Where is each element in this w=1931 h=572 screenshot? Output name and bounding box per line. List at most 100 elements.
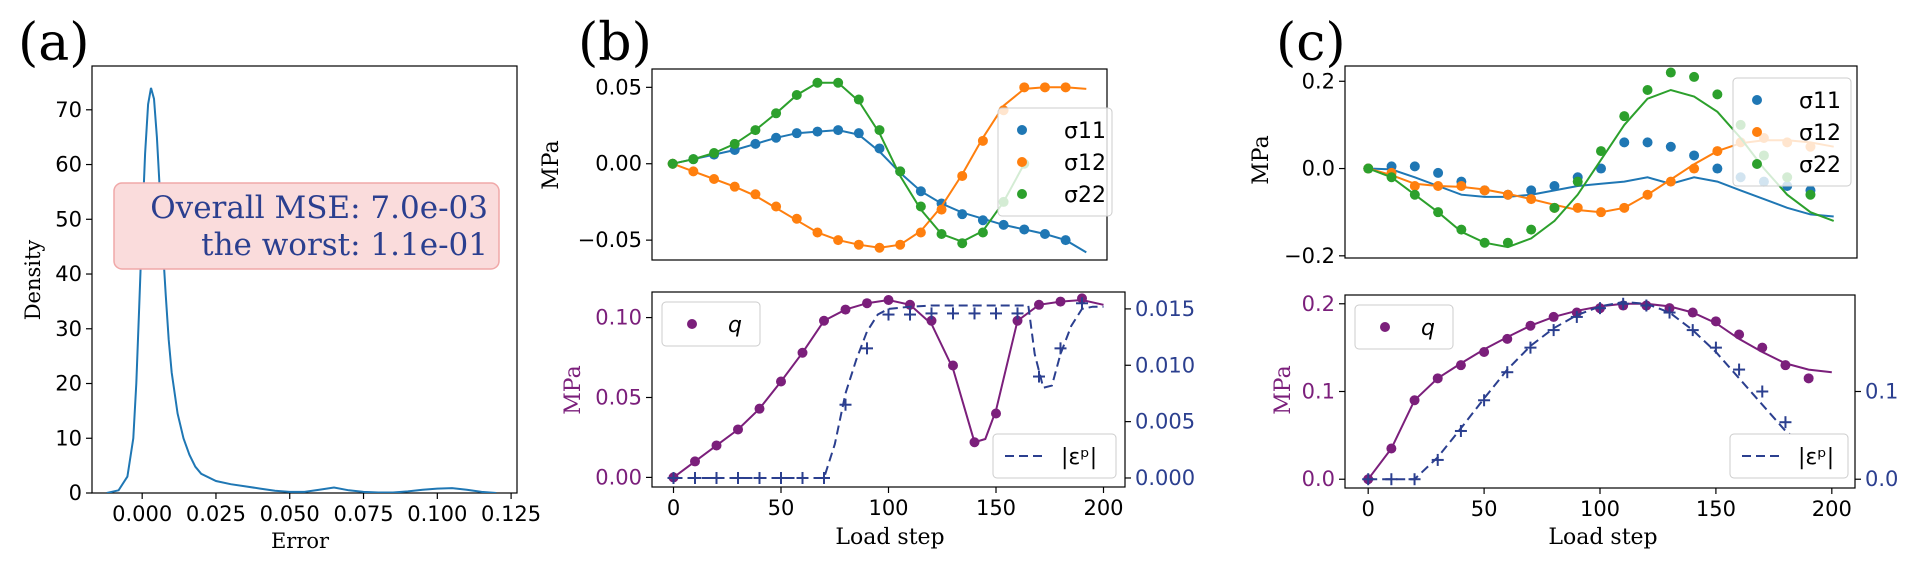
panel-c-bottom-x-tick-label-2: 100 — [1580, 497, 1620, 521]
panel-a-series — [106, 87, 497, 493]
panel-c-bottom-ep-point-5 — [1478, 394, 1491, 407]
panel-b-bottom-x-ticks: 0 50 100 150 200 — [667, 487, 1124, 520]
panel-c-bottom-q-point-17 — [1757, 342, 1768, 353]
panel-b-bottom-q-point-6 — [797, 347, 808, 358]
panel-c-top-σ12-point-15 — [1712, 146, 1723, 157]
panel-b-bottom-x-tick-label-2: 100 — [868, 496, 908, 520]
panel-b-bottom-ep-point-1 — [689, 471, 701, 484]
panel-a-y-tick-label-6: 60 — [55, 153, 82, 177]
panel-b-top-σ12-point-15 — [977, 135, 988, 146]
panel-b-top-σ22-point-8 — [833, 77, 844, 88]
panel-b-bottom-q-point-2 — [711, 440, 722, 451]
panel-b-bottom-ep-point-4 — [753, 471, 766, 484]
panel-a-y-tick-label-0: 0 — [69, 481, 82, 505]
panel-a-y-tick-label-2: 20 — [55, 372, 82, 396]
panel-c-bottom-q-point-14 — [1687, 307, 1698, 318]
panel-b-bottom-q-point-3 — [733, 424, 743, 435]
panel-b-top-σ12-point-8 — [833, 235, 844, 246]
panel-c-top-y-tick-label-1: 0.0 — [1302, 157, 1335, 181]
panel-b-top-σ22-point-7 — [812, 77, 823, 88]
panel-c-top-σ22-point-8 — [1549, 202, 1560, 213]
panel-a-x-ticks: 0.000 0.025 0.050 0.075 0.100 0.125 — [112, 493, 541, 526]
panel-b-bottom-ylabel: MPa — [561, 365, 586, 414]
panel-b-xlabel: Load step — [835, 525, 944, 550]
panel-b-bottom-q-point-18 — [1055, 296, 1066, 307]
panel-c-top-legend-2-marker — [1752, 159, 1762, 169]
panel-c-top-ylabel: MPa — [1249, 135, 1274, 184]
panel-c-bottom-ep-point-0 — [1362, 473, 1375, 486]
panel-b-bottom-x-tick-label-4: 200 — [1083, 496, 1123, 520]
panel-b-bottom-q-point-5 — [776, 376, 786, 387]
panel-c-bottom-q-plot: 0.0 0.1 0.2 0.0 0.1 0 50 100 150 200 q |εᵖ| Load… — [1271, 292, 1898, 550]
panel-b-top-σ12-point-14 — [957, 170, 968, 181]
panel-c-top-σ12-point-14 — [1689, 163, 1700, 174]
panel-c-top-σ11-point-15 — [1712, 163, 1723, 174]
panel-c-top-σ22-point-15 — [1712, 89, 1723, 100]
panel-b-bottom-ep-point-11 — [904, 308, 916, 321]
panel-c-top-σ12-point-2 — [1409, 181, 1420, 191]
panel-b-bottom-ep-point-10 — [882, 308, 895, 321]
panel-b-top-y-tick-label-2: 0.05 — [595, 75, 642, 99]
panel-c-top-y-ticks: −0.2 0.0 0.2 — [1284, 69, 1345, 268]
panel-c-top-σ12-point-5 — [1479, 185, 1490, 196]
panel-b-top-σ11-point-18 — [1039, 229, 1050, 240]
panel-c-bottom-y2-ticks: 0.0 0.1 — [1855, 380, 1898, 491]
panel-c-bottom-q-point-16 — [1734, 329, 1745, 340]
panel-b-top-stress-plot: −0.05 0.00 0.05 σ11 σ12 σ22 MPa — [539, 68, 1113, 261]
panel-c-top-σ12-point-4 — [1456, 181, 1467, 191]
panel-c-top-line-σ11 — [1368, 167, 1834, 218]
panel-c-top-σ22-point-5 — [1479, 237, 1490, 248]
panel-b-top-legend-1-label: σ12 — [1064, 151, 1106, 176]
panel-a-x-tick-label-0: 0.000 — [112, 502, 172, 526]
panel-b-top-σ22-point-15 — [977, 227, 988, 238]
panel-a-x-tick-label-5: 0.125 — [481, 502, 541, 526]
panel-c-bottom-series — [1362, 297, 1832, 486]
panel-b-top-σ12-point-2 — [709, 174, 720, 185]
panel-b-top-σ22-point-13 — [936, 229, 947, 240]
panel-b-bottom-q-point-17 — [1034, 299, 1044, 310]
panel-b-bottom-ep-point-3 — [732, 471, 744, 484]
panel-c-bottom-ep-point-2 — [1408, 473, 1421, 486]
panel-a-x-tick-label-4: 0.100 — [407, 502, 467, 526]
panel-a-frame — [91, 65, 518, 494]
panel-b-top-σ22-point-2 — [709, 148, 720, 159]
panel-c-bottom-q-point-6 — [1502, 333, 1513, 344]
panel-c-top-σ12-point-10 — [1596, 207, 1606, 218]
panel-c-top-σ12-point-3 — [1433, 181, 1444, 191]
panel-c-top-legend-2-label: σ22 — [1799, 153, 1841, 178]
panel-c-bottom-legend-q-marker — [1380, 322, 1390, 332]
panel-c-bottom-ep-point-6 — [1501, 366, 1514, 379]
panel-c-bottom-x-tick-label-1: 50 — [1471, 497, 1498, 521]
panel-b-bottom-legend-entries: q |εᵖ| — [687, 313, 1097, 470]
panel-c-bottom-x-tick-label-4: 200 — [1812, 497, 1852, 521]
panel-c-bottom-y2-tick-label-0: 0.0 — [1865, 467, 1898, 491]
panel-c-top-σ22-point-12 — [1642, 85, 1653, 95]
panel-b-top-σ11-point-5 — [771, 132, 782, 143]
panel-b-top-σ11-point-19 — [1060, 235, 1071, 246]
panel-label-a: (a) — [18, 13, 90, 73]
panel-c-bottom-y-tick-label-2: 0.2 — [1302, 292, 1335, 316]
panel-c-bottom-ep-point-15 — [1709, 341, 1722, 354]
panel-c-bottom-q-point-18 — [1780, 360, 1791, 371]
panel-c-bottom-legend-ep-label: |εᵖ| — [1798, 445, 1834, 470]
mse-annotation-box — [113, 182, 500, 270]
panel-c-top-σ12-point-7 — [1526, 194, 1537, 205]
panel-b-top-σ11-point-7 — [812, 126, 823, 137]
panel-c-bottom-q-point-3 — [1432, 373, 1443, 384]
panel-c-top-σ22-point-1 — [1386, 172, 1397, 183]
panel-c-top-σ22-point-2 — [1409, 189, 1420, 200]
panel-b-top-y-tick-label-1: 0.00 — [595, 152, 642, 176]
panel-b-bottom-q-point-10 — [883, 294, 894, 305]
panel-c-bottom-ep-point-14 — [1686, 324, 1699, 337]
panel-b-bottom-q-point-8 — [840, 304, 851, 315]
panel-c-top-σ22-point-4 — [1456, 224, 1467, 235]
panel-c-top-σ22-point-13 — [1665, 67, 1676, 78]
panel-b-bottom-y-tick-label-1: 0.05 — [595, 385, 642, 409]
panel-b-bottom-y-tick-label-0: 0.00 — [595, 465, 642, 489]
panel-b-top-σ22-point-0 — [667, 158, 678, 169]
panel-b-bottom-legend-q — [661, 301, 761, 347]
panel-c-top-σ11-point-13 — [1665, 141, 1676, 152]
panel-b-bottom-x-tick-label-1: 50 — [768, 496, 795, 520]
panel-c-bottom-ep-point-4 — [1454, 424, 1467, 437]
panel-c-top-frame — [1344, 65, 1858, 259]
